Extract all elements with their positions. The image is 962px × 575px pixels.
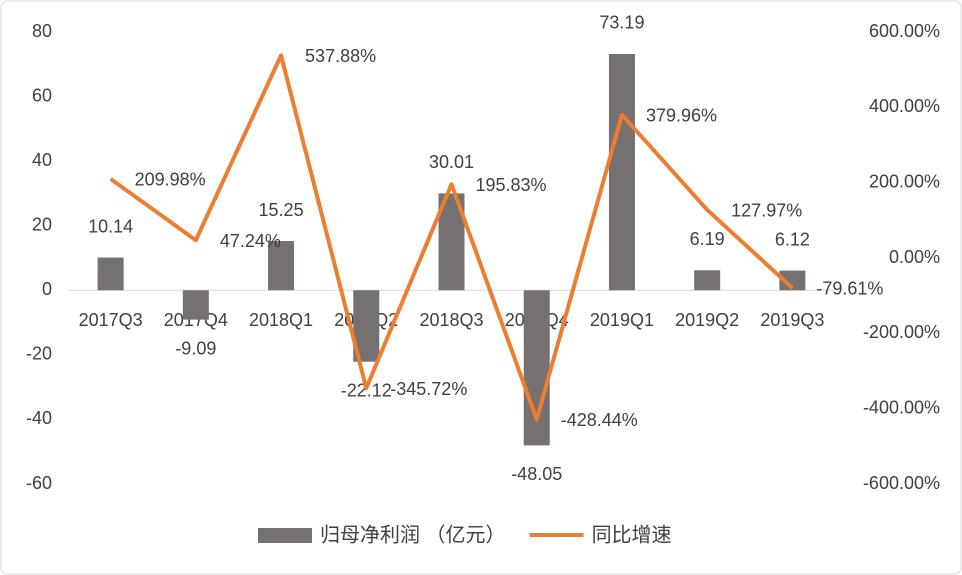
x-tick-label: 2017Q4	[164, 310, 228, 330]
line-value-label: -345.72%	[390, 379, 467, 399]
bar	[268, 241, 295, 291]
x-tick-label: 2018Q1	[249, 310, 313, 330]
legend-label: 归母净利润 （亿元）	[320, 523, 506, 546]
y-tick-label: 20	[32, 214, 52, 234]
line-value-label: 127.97%	[731, 201, 802, 221]
x-tick-label: 2019Q3	[760, 310, 824, 330]
bar-value-label: 73.19	[599, 13, 644, 33]
line-value-label: -79.61%	[816, 279, 883, 299]
bar-value-label: 10.14	[88, 216, 133, 236]
y2-tick-label: -600.00%	[863, 473, 940, 493]
x-tick-label: 2017Q3	[79, 310, 143, 330]
x-tick-label: 2019Q1	[590, 310, 654, 330]
line-value-label: 195.83%	[476, 175, 547, 195]
line-value-label: 537.88%	[305, 46, 376, 66]
bar	[608, 53, 635, 291]
y-tick-label: -60	[26, 473, 52, 493]
bar	[97, 257, 124, 291]
bar	[779, 270, 806, 291]
x-tick-label: 2019Q2	[675, 310, 739, 330]
y2-tick-label: -200.00%	[863, 322, 940, 342]
bar-value-label: 30.01	[429, 152, 474, 172]
y2-tick-label: 400.00%	[869, 96, 940, 116]
bar-value-label: -48.05	[511, 464, 562, 484]
legend-swatch	[258, 528, 312, 543]
y2-tick-label: -400.00%	[863, 397, 940, 417]
legend-label: 同比增速	[592, 523, 672, 546]
y2-tick-label: 600.00%	[869, 21, 940, 41]
y-tick-label: 60	[32, 85, 52, 105]
y-tick-label: 0	[42, 279, 52, 299]
bar-value-label: 6.19	[690, 229, 725, 249]
bar-value-label: -9.09	[175, 338, 216, 358]
bar-value-label: 15.25	[259, 200, 304, 220]
y-tick-label: -40	[26, 408, 52, 428]
line-value-label: 379.96%	[646, 106, 717, 126]
line-value-label: 47.24%	[220, 231, 281, 251]
x-tick-label: 2018Q3	[419, 310, 483, 330]
y-tick-label: 80	[32, 21, 52, 41]
y-tick-label: -20	[26, 344, 52, 364]
line-value-label: 209.98%	[135, 170, 206, 190]
y2-tick-label: 0.00%	[889, 247, 940, 267]
bar-value-label: -22.12	[341, 380, 392, 400]
y2-tick-label: 200.00%	[869, 171, 940, 191]
bar	[694, 270, 721, 291]
y-tick-label: 40	[32, 150, 52, 170]
bar	[182, 290, 209, 320]
line-value-label: -428.44%	[561, 410, 638, 430]
bar-value-label: 6.12	[775, 229, 810, 249]
bar	[523, 290, 550, 446]
line-series	[109, 53, 794, 422]
